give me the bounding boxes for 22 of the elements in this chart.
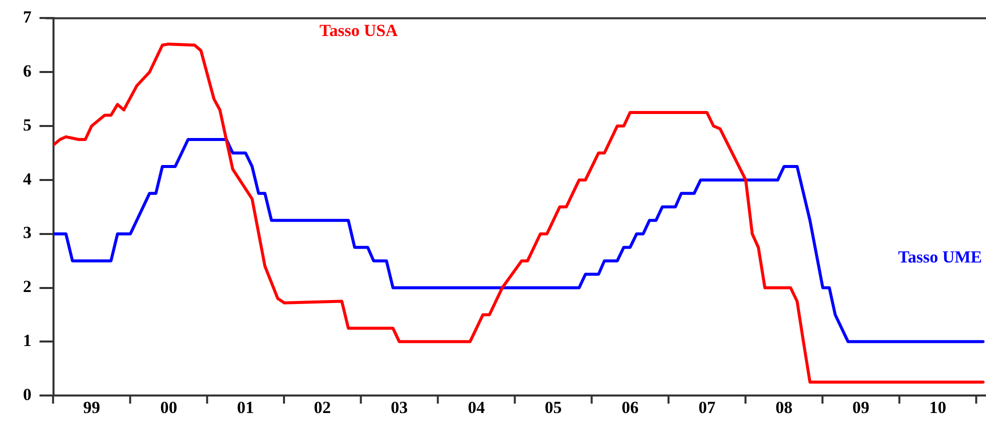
x-tick-label: 09 [852,398,870,418]
y-tick-label: 0 [23,384,32,404]
y-tick-label: 7 [23,8,32,27]
x-tick-label: 07 [698,398,716,418]
y-tick-label: 6 [23,62,32,81]
y-tick-label: 4 [23,169,32,188]
x-tick-label: 99 [83,398,100,418]
x-tick-label: 06 [622,398,639,418]
text: Tasso USA [320,20,399,40]
x-tick-label: 01 [237,398,254,418]
y-tick-label: 2 [23,277,32,296]
x-tick-label: 05 [544,398,562,418]
x-tick-label: 10 [929,398,946,418]
y-tick-label: 1 [23,331,32,350]
text: Tasso UME [898,248,982,267]
x-tick-label: 08 [776,398,793,418]
x-tick-label: 03 [390,398,408,418]
x-tick-label: 04 [468,398,486,418]
y-tick-label: 5 [23,115,32,134]
x-tick-label: 00 [160,398,178,418]
y-tick-label: 3 [23,223,32,242]
x-tick-label: 02 [314,398,331,418]
